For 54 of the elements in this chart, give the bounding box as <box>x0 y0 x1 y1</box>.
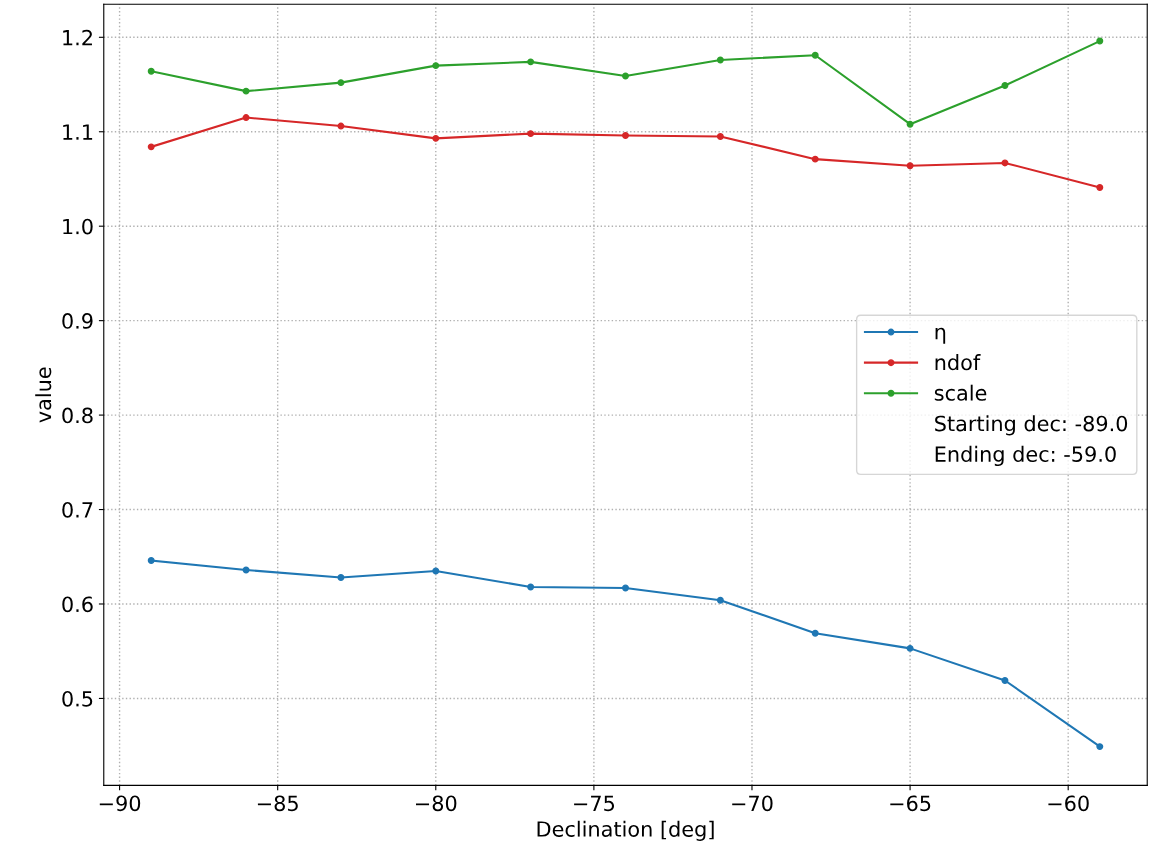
point <box>622 584 629 592</box>
point <box>1001 159 1009 167</box>
y-tick-label: 0.6 <box>62 596 93 613</box>
y-tick-label: 1.2 <box>63 29 92 46</box>
point <box>811 51 819 59</box>
x-tick-label: −80 <box>416 795 457 812</box>
y-tick-label: 0.9 <box>62 313 93 329</box>
point <box>716 596 724 604</box>
y-tick-label: 1.0 <box>63 218 93 235</box>
x-tick-label: −60 <box>1048 795 1089 812</box>
point <box>432 62 440 70</box>
x-tick-label: −70 <box>732 795 773 812</box>
point <box>906 120 914 128</box>
legend-label: ndof <box>935 354 981 371</box>
point <box>527 583 535 591</box>
point <box>337 79 345 87</box>
x-tick-label: −90 <box>99 795 141 812</box>
point <box>337 574 345 582</box>
y-tick-label: 0.7 <box>62 501 93 518</box>
point <box>527 58 535 66</box>
legend-label: η <box>935 327 946 344</box>
x-tick-label: −65 <box>890 795 931 812</box>
x-axis-title: Declination [deg] <box>537 820 714 841</box>
y-tick-label: 1.1 <box>63 124 93 140</box>
point <box>716 132 724 140</box>
point <box>147 143 155 151</box>
point <box>1001 677 1009 684</box>
point <box>1001 81 1009 89</box>
x-tick-label: −85 <box>257 795 298 812</box>
point <box>242 87 250 95</box>
point <box>1096 37 1104 45</box>
y-axis-title: value <box>35 367 52 423</box>
point <box>337 122 345 130</box>
point <box>811 155 819 163</box>
point <box>811 629 819 637</box>
point <box>432 567 440 575</box>
legend-label: scale <box>934 384 987 401</box>
point <box>622 132 629 139</box>
point <box>147 67 155 75</box>
point <box>622 72 629 80</box>
point <box>147 557 155 565</box>
point <box>432 134 440 142</box>
point <box>527 130 535 138</box>
point <box>906 162 914 170</box>
point <box>1096 184 1104 191</box>
y-tick-label: 0.8 <box>62 407 93 424</box>
annotation: Ending dec: -59.0 <box>935 445 1116 467</box>
x-tick-label: −75 <box>574 795 615 812</box>
annotation: Starting dec: -89.0 <box>935 415 1128 436</box>
point <box>716 56 724 64</box>
y-tick-label: 0.5 <box>62 690 93 707</box>
point <box>906 644 914 652</box>
point <box>1096 743 1104 751</box>
point <box>242 114 250 122</box>
